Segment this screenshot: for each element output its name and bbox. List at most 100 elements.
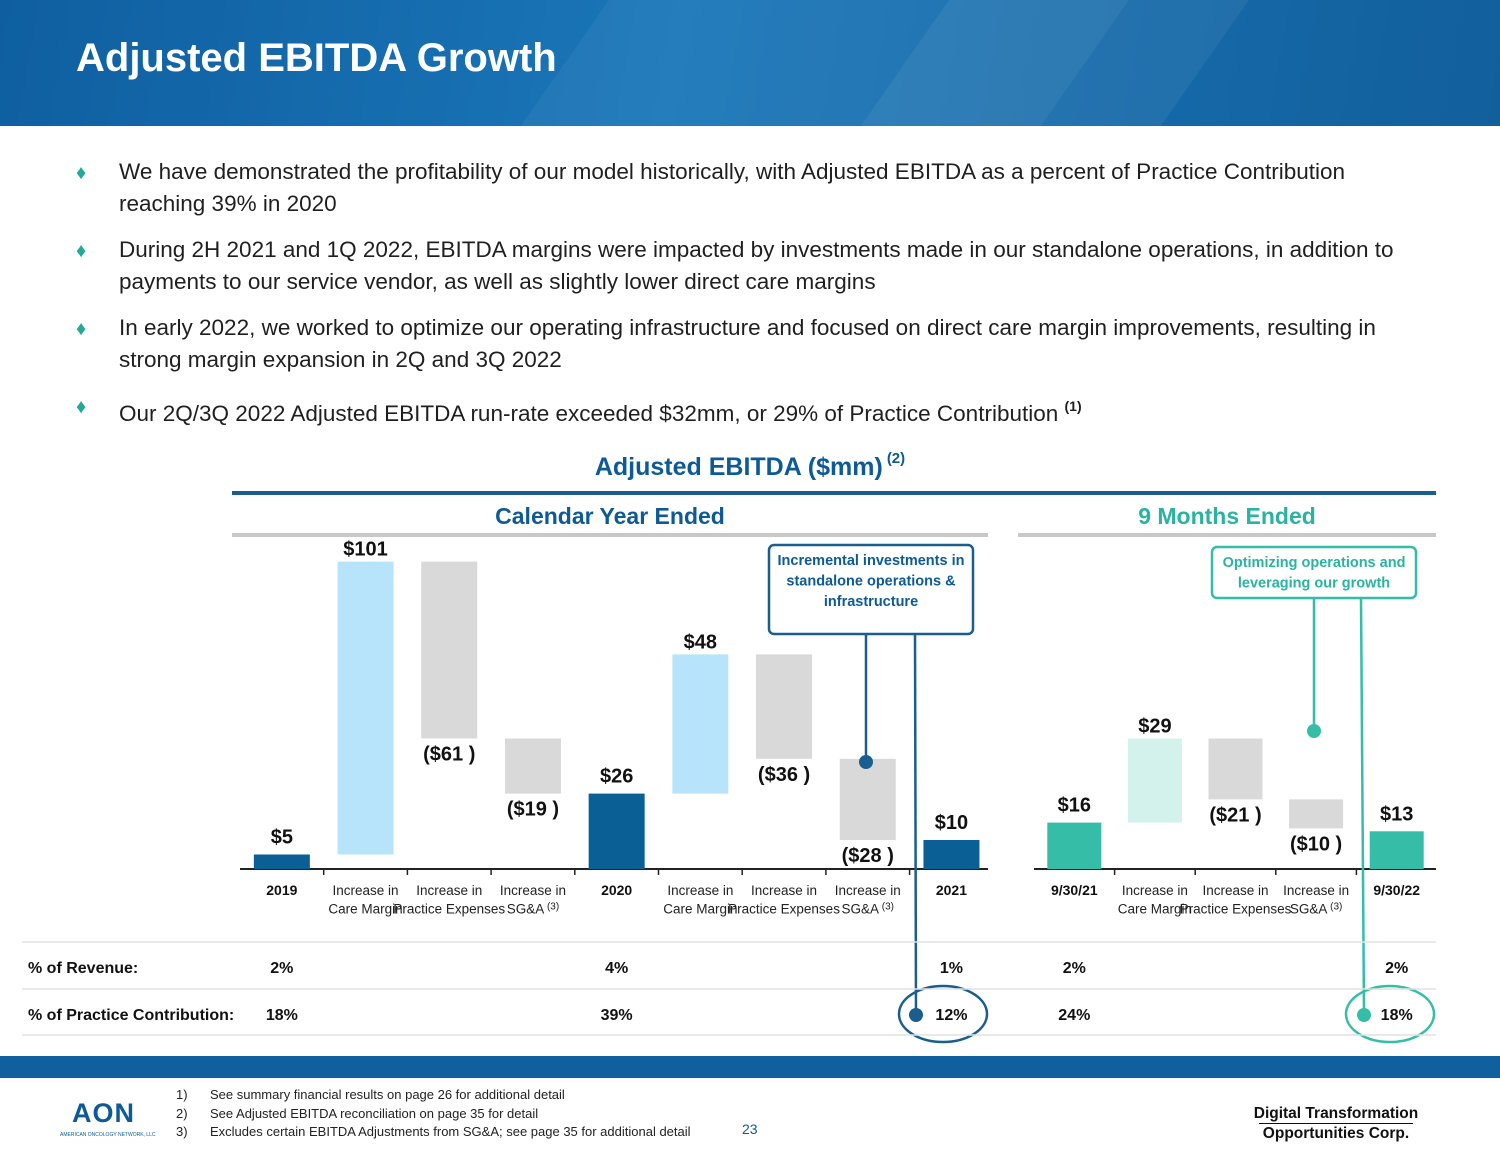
category-label: Care Margin	[1118, 902, 1192, 917]
bar	[1289, 799, 1344, 829]
footnote-number: 3)	[176, 1124, 188, 1139]
bullet-text: Our 2Q/3Q 2022 Adjusted EBITDA run-rate …	[119, 401, 1059, 426]
highlight-ring	[1344, 984, 1436, 1044]
callout-connector	[913, 633, 918, 1016]
data-label: $5	[271, 827, 293, 849]
category-label: 2019	[266, 882, 297, 898]
category-label: Increase in	[835, 883, 901, 898]
data-label: $13	[1380, 803, 1413, 825]
section-title: Calendar Year Ended	[495, 503, 725, 529]
table-cell: 2%	[1063, 960, 1086, 977]
bullet-text: In early 2022, we worked to optimize our…	[119, 315, 1376, 372]
dtoc-logo: Digital Transformation Opportunities Cor…	[1234, 1104, 1438, 1143]
category-label: Increase in	[1202, 883, 1268, 898]
category-label: Increase in	[1283, 883, 1349, 898]
bullet-text: We have demonstrated the profitability o…	[119, 159, 1346, 216]
bullet-item: ♦ During 2H 2021 and 1Q 2022, EBITDA mar…	[76, 234, 1416, 298]
aon-logo-subtitle: AMERICAN ONCOLOGY NETWORK, LLC	[60, 1132, 156, 1138]
callout-text: infrastructure	[824, 594, 918, 610]
diamond-bullet-icon: ♦	[76, 318, 87, 340]
dtoc-logo-line1: Digital Transformation	[1253, 1105, 1419, 1122]
category-label: Practice Expenses	[393, 902, 505, 917]
data-label: ($19 )	[507, 799, 559, 821]
callout-text: Optimizing operations and	[1223, 555, 1406, 571]
section-title: 9 Months Ended	[1138, 503, 1316, 529]
callout-dot	[1357, 1008, 1371, 1022]
bar	[839, 758, 896, 840]
category-label: Care Margin	[328, 902, 402, 917]
category-label: SG&A (3)	[841, 902, 894, 917]
bar	[923, 840, 980, 869]
table-cell: 12%	[935, 1007, 967, 1024]
data-label: $29	[1138, 716, 1171, 738]
data-label: ($10 )	[1290, 833, 1342, 855]
footnote-text: Excludes certain EBITDA Adjustments from…	[210, 1124, 691, 1139]
category-label: Increase in	[751, 883, 817, 898]
table-cell: 2%	[270, 960, 293, 977]
category-label: Increase in	[416, 883, 482, 898]
diamond-bullet-icon: ♦	[76, 162, 87, 184]
table-row-label: % of Revenue:	[28, 960, 138, 977]
category-label: Care Margin	[663, 902, 737, 917]
category-label: Increase in	[500, 883, 566, 898]
footnotes: 1) See summary financial results on page …	[176, 1086, 691, 1142]
bar	[504, 738, 561, 794]
table-cell: 4%	[605, 960, 628, 977]
bar	[1208, 738, 1263, 800]
callout-text: leveraging our growth	[1238, 576, 1390, 592]
table-cell: 24%	[1058, 1007, 1090, 1024]
data-label: ($28 )	[842, 845, 894, 867]
table-cell: 2%	[1385, 960, 1408, 977]
bar	[253, 854, 310, 869]
highlight-ring	[897, 984, 989, 1044]
aon-logo: AON AMERICAN ONCOLOGY NETWORK, LLC	[60, 1098, 160, 1150]
diamond-bullet-icon: ♦	[76, 396, 87, 418]
footnote-number: 2)	[176, 1105, 188, 1121]
category-note: (3)	[879, 902, 894, 913]
bullet-item: ♦ In early 2022, we worked to optimize o…	[76, 312, 1416, 376]
table-cell: 39%	[601, 1007, 633, 1024]
table-cell: 18%	[1381, 1007, 1413, 1024]
footnote: 1) See summary financial results on page …	[176, 1086, 691, 1105]
category-label: Increase in	[667, 883, 733, 898]
footnote: 2) See Adjusted EBITDA reconciliation on …	[176, 1105, 691, 1124]
footer-band	[0, 1056, 1500, 1078]
data-label: $101	[343, 539, 388, 561]
page-title: Adjusted EBITDA Growth	[76, 36, 557, 80]
bullet-list: ♦ We have demonstrated the profitability…	[76, 156, 1416, 444]
data-label: $48	[684, 631, 717, 653]
table-row-label: % of Practice Contribution:	[28, 1007, 234, 1024]
bullet-item: ♦ We have demonstrated the profitability…	[76, 156, 1416, 220]
callout-dot	[859, 755, 873, 769]
header-banner: Adjusted EBITDA Growth	[0, 0, 1500, 126]
bar	[1369, 831, 1424, 869]
callout-connector	[1359, 597, 1366, 1016]
category-label: Practice Expenses	[728, 902, 840, 917]
callout-dot	[1307, 724, 1321, 738]
bar	[1127, 738, 1182, 823]
table-cell: 18%	[266, 1007, 298, 1024]
bar	[672, 654, 729, 794]
category-note: (3)	[1327, 902, 1342, 913]
aon-logo-text: AON	[72, 1098, 135, 1128]
data-label: ($36 )	[758, 764, 810, 786]
callout-text: standalone operations &	[786, 574, 956, 590]
category-label: Increase in	[1122, 883, 1188, 898]
footnote-text: See summary financial results on page 26…	[210, 1087, 565, 1102]
data-label: ($21 )	[1209, 804, 1261, 826]
chart-title: Adjusted EBITDA ($mm) (2)	[0, 450, 1500, 482]
category-label: 9/30/22	[1373, 882, 1420, 898]
dtoc-logo-line2: Opportunities Corp.	[1258, 1123, 1414, 1143]
chart-title-note: (2)	[886, 450, 906, 467]
category-label: SG&A (3)	[507, 902, 560, 917]
category-label: 2020	[601, 882, 632, 898]
callout-box	[767, 543, 975, 636]
data-label: $10	[935, 812, 968, 834]
category-label: 9/30/21	[1051, 882, 1098, 898]
footnote-number: 1)	[176, 1087, 188, 1102]
bullet-text: During 2H 2021 and 1Q 2022, EBITDA margi…	[119, 237, 1394, 294]
footnote: 3) Excludes certain EBITDA Adjustments fr…	[176, 1123, 691, 1142]
category-label: SG&A (3)	[1290, 902, 1343, 917]
data-label: $26	[600, 766, 633, 788]
